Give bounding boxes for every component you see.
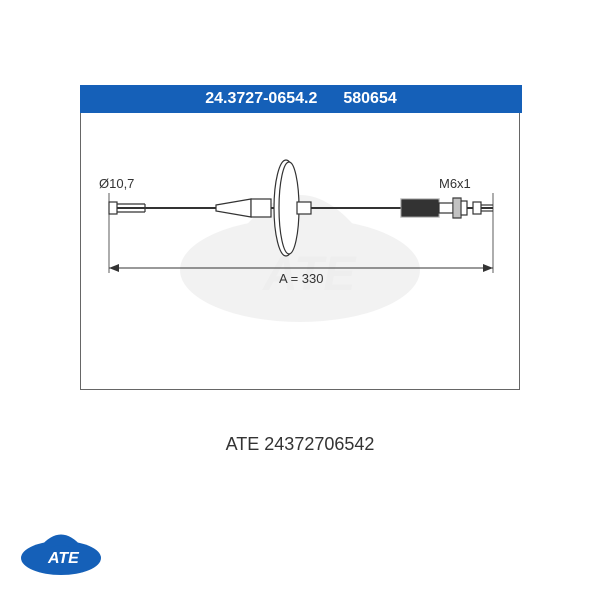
caption: ATE 24372706542 <box>0 434 600 455</box>
caption-brand: ATE <box>226 434 260 454</box>
length-label: A = 330 <box>279 271 323 286</box>
part-number-right: 580654 <box>343 90 396 108</box>
logo-text: ATE <box>48 550 79 568</box>
caption-code: 24372706542 <box>264 434 374 454</box>
diagram-frame: 24.3727-0654.2 580654 <box>80 85 520 390</box>
left-diameter-label: Ø10,7 <box>99 176 134 191</box>
brand-logo: ATE <box>20 520 102 581</box>
drawing-area: Ø10,7 M6x1 A = 330 <box>81 113 521 390</box>
cable-drawing <box>81 113 521 390</box>
right-thread-label: M6x1 <box>439 176 471 191</box>
part-number-left: 24.3727-0654.2 <box>205 90 317 108</box>
header-bar: 24.3727-0654.2 580654 <box>80 85 522 113</box>
